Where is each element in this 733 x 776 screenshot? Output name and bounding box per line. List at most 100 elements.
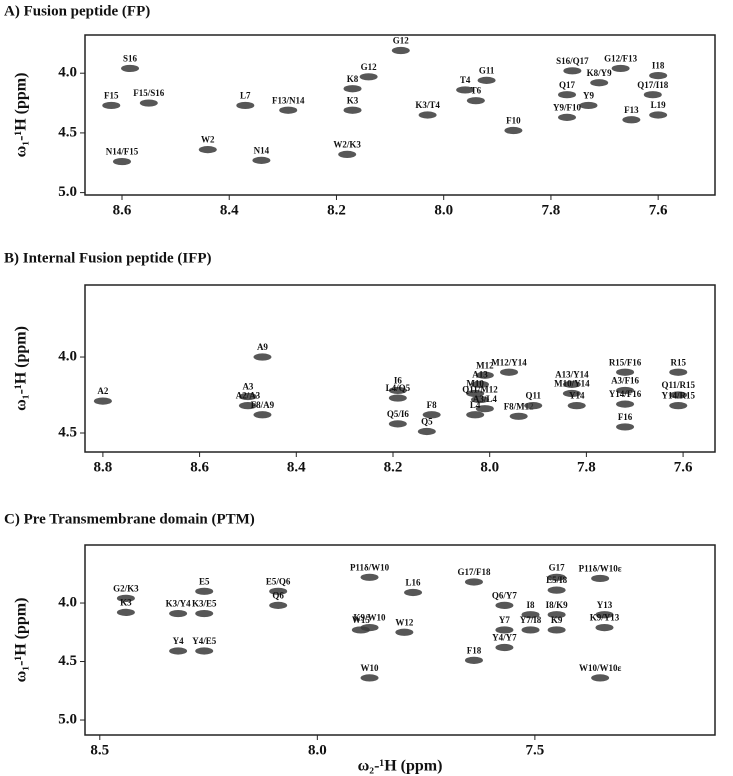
y-tick-label: 4.5 (58, 124, 77, 140)
cross-peak (93, 397, 112, 405)
peak-label: K9/Y13 (590, 613, 620, 623)
cross-peak (495, 626, 514, 634)
cross-peak (195, 609, 214, 618)
cross-peak (622, 116, 641, 124)
peak-label: Y13 (597, 600, 613, 610)
cross-peak (102, 101, 121, 110)
cross-peak (236, 101, 255, 110)
cross-peak (391, 46, 410, 55)
cross-peak (404, 588, 423, 597)
y-tick-label: 4.0 (58, 594, 77, 610)
x-tick-label: 7.5 (526, 742, 545, 758)
cross-peak (500, 368, 519, 376)
peak-label: Y4/E5 (192, 636, 217, 646)
peak-label: T6 (471, 86, 482, 96)
peak-label: G11 (479, 65, 495, 75)
peak-label: G12/F13 (604, 53, 637, 63)
peak-label: A13 (472, 369, 488, 379)
peak-label: Y7 (499, 615, 510, 625)
peak-label: P11δ/W10ε (579, 564, 622, 574)
cross-peak (475, 371, 494, 379)
y-tick-label: 4.5 (58, 424, 77, 440)
x-tick-label: 8.0 (308, 742, 327, 758)
cross-peak (417, 427, 436, 436)
peak-label: S16 (123, 53, 138, 63)
cross-peak (121, 64, 140, 73)
cross-peak (649, 111, 668, 119)
peak-label: Y14/F16 (609, 389, 642, 399)
cross-peak (269, 587, 288, 595)
cross-peak (547, 611, 566, 619)
cross-peak (466, 389, 485, 398)
cross-peak (521, 611, 540, 619)
x-tick-label: 8.4 (287, 459, 306, 475)
plot-frame (84, 284, 716, 453)
cross-peak (563, 67, 582, 75)
peak-label: Q11/R15 (661, 380, 695, 390)
cross-peak (579, 101, 598, 110)
peak-label: Q5 (421, 417, 433, 427)
y-tick-label: 4.5 (58, 653, 77, 669)
x-tick-label: 8.8 (94, 459, 113, 475)
x-tick-label: 8.5 (90, 742, 109, 758)
peak-label: K9/W10 (354, 613, 387, 623)
peak-label: I8/K9 (546, 600, 569, 610)
peak-label: Y7/I8 (520, 615, 542, 625)
cross-peak (495, 601, 514, 609)
cross-peak (351, 626, 370, 634)
peak-label: Q6 (272, 590, 284, 600)
cross-peak (253, 411, 272, 419)
cross-peak (590, 79, 609, 87)
cross-peak (422, 411, 441, 419)
cross-peak (562, 380, 581, 388)
peak-label: A2 (97, 386, 108, 396)
cross-peak (558, 113, 577, 121)
x-tick-label: 7.8 (542, 202, 561, 218)
peak-label: L4 (470, 400, 481, 410)
cross-peak (360, 573, 379, 581)
peak-label: Q11 (525, 391, 541, 401)
plot-frame (84, 544, 716, 736)
cross-peak (616, 400, 635, 408)
peak-label: L19 (651, 100, 667, 110)
peak-label: M10/Y14 (554, 379, 590, 389)
peak-label: A2/A3 (236, 391, 261, 401)
y-tick-label: 4.0 (58, 348, 77, 364)
cross-peak (509, 412, 528, 420)
cross-peak (649, 71, 668, 80)
peak-label: K3 (120, 597, 132, 607)
peak-label: Y14/R15 (662, 391, 696, 401)
panel-title: A) Fusion peptide (FP) (4, 3, 150, 19)
cross-peak (388, 386, 407, 395)
peak-label: R15/F16 (609, 357, 642, 367)
cross-peak (669, 391, 688, 399)
cross-peak (524, 402, 543, 410)
peak-label: F8/A9 (251, 400, 275, 410)
peak-label: Y4 (173, 636, 184, 646)
cross-peak (558, 91, 577, 99)
peak-label: M10 (466, 379, 484, 389)
x-tick-label: 8.2 (384, 459, 403, 475)
peak-label: N14 (254, 145, 270, 155)
cross-peak (388, 420, 407, 428)
cross-peak (616, 423, 635, 431)
cross-peak (195, 647, 214, 655)
peak-label: N14/F15 (106, 147, 139, 157)
y-axis-label: ω₁-¹H (ppm) (13, 598, 30, 683)
cross-peak (169, 609, 188, 618)
peak-label: T4 (460, 75, 471, 85)
cross-peak (495, 643, 514, 652)
cross-peak (669, 402, 688, 410)
peak-label: W12 (395, 617, 414, 627)
peak-label: E5/I8 (546, 575, 568, 585)
peak-label: E5 (199, 576, 210, 586)
peak-label: W10 (361, 663, 380, 673)
peak-label: Y4/Y7 (492, 633, 517, 643)
peak-label: Q17 (559, 80, 576, 90)
x-tick-label: 8.2 (327, 202, 346, 218)
panel-title: B) Internal Fusion peptide (IFP) (4, 250, 212, 266)
cross-peak (562, 389, 581, 398)
y-axis-label: ω₁-¹H (ppm) (13, 73, 30, 158)
cross-peak (112, 157, 131, 166)
